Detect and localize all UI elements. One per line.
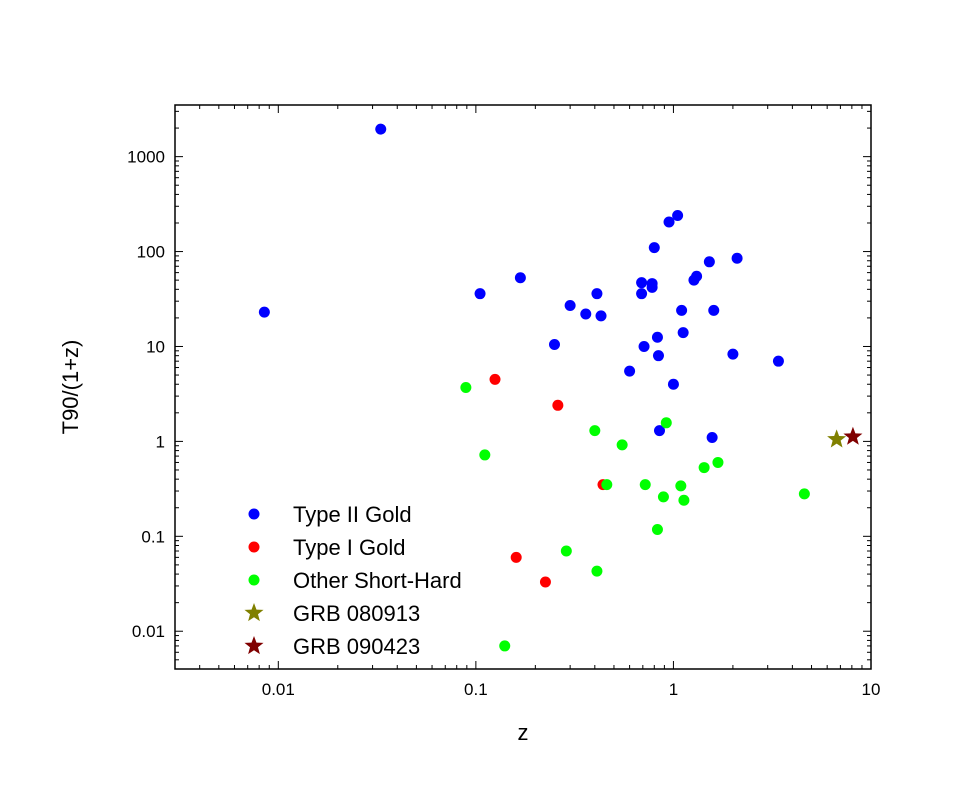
y-tick-label: 10 [146,337,165,356]
series-3 [827,429,847,448]
legend-label: Type II Gold [293,502,412,527]
x-tick-label: 0.1 [464,680,488,699]
data-point [657,491,669,503]
series-4 [843,426,863,445]
y-tick-label: 100 [137,243,165,262]
data-point [772,355,784,367]
legend-label: Type I Gold [293,535,406,560]
data-point [548,338,560,350]
data-point [676,304,688,316]
data-point [708,304,720,316]
data-point [677,327,689,339]
data-point [510,551,522,563]
data-point [712,456,724,468]
x-tick-label: 0.01 [262,680,295,699]
data-point [663,216,675,228]
legend-marker [248,508,260,520]
data-point [660,417,672,429]
legend-label: GRB 080913 [293,601,420,626]
data-point [703,256,715,268]
legend: Type II Gold Type I Gold Other Short-Hard G… [244,502,462,659]
y-tick-label: 1000 [127,148,165,167]
legend-marker [248,541,260,553]
y-tick-label: 0.1 [141,527,165,546]
data-point [653,425,665,437]
data-point [460,381,472,393]
tick-labels: 0.01 0.1 1 10 0.01 0.1 1 10 100 1000 [127,148,880,699]
data-point [499,640,511,652]
legend-item: Other Short-Hard [248,568,462,593]
data-point [539,576,551,588]
data-point [564,300,576,312]
legend-marker [248,574,260,586]
data-point [651,523,663,535]
data-point [589,425,601,437]
data-point [580,308,592,320]
star-point [843,426,863,445]
data-point [646,281,658,293]
legend-item: GRB 090423 [244,634,420,659]
data-point [691,270,703,282]
legend-label: GRB 090423 [293,634,420,659]
legend-marker [244,636,264,655]
data-points [258,123,863,652]
data-point [727,348,739,360]
data-point [639,479,651,491]
star-point [827,429,847,448]
legend-item: Type II Gold [248,502,412,527]
x-axis-label: z [518,720,529,745]
series-2 [460,381,810,652]
data-point [624,365,636,377]
data-point [675,480,687,492]
data-point [601,479,613,491]
data-point [636,277,648,289]
x-tick-label: 10 [862,680,881,699]
y-tick-label: 1 [156,432,165,451]
data-point [638,340,650,352]
axis-ticks [174,105,872,670]
data-point [651,331,663,343]
data-point [595,310,607,322]
data-point [652,350,664,362]
data-point [731,252,743,264]
data-point [636,288,648,300]
y-axis-label: T90/(1+z) [58,340,83,435]
legend-item: GRB 080913 [244,601,420,626]
plot-frame [174,104,872,670]
data-point [698,462,710,474]
data-point [648,242,660,254]
legend-marker [244,603,264,622]
data-point [375,123,387,135]
data-point [552,399,564,411]
data-point [591,288,603,300]
data-point [798,488,810,500]
legend-item: Type I Gold [248,535,406,560]
data-point [489,373,501,385]
data-point [667,378,679,390]
y-tick-label: 0.01 [132,622,165,641]
legend-label: Other Short-Hard [293,568,462,593]
data-point [474,288,486,300]
data-point [258,306,270,318]
series-1 [489,373,609,588]
data-point [672,209,684,221]
x-tick-label: 1 [669,680,678,699]
data-point [616,439,628,451]
data-point [706,431,718,443]
data-point [479,449,491,461]
data-point [591,565,603,577]
series-0 [258,123,784,443]
data-point [560,545,572,557]
data-point [678,494,690,506]
data-point [514,272,526,284]
